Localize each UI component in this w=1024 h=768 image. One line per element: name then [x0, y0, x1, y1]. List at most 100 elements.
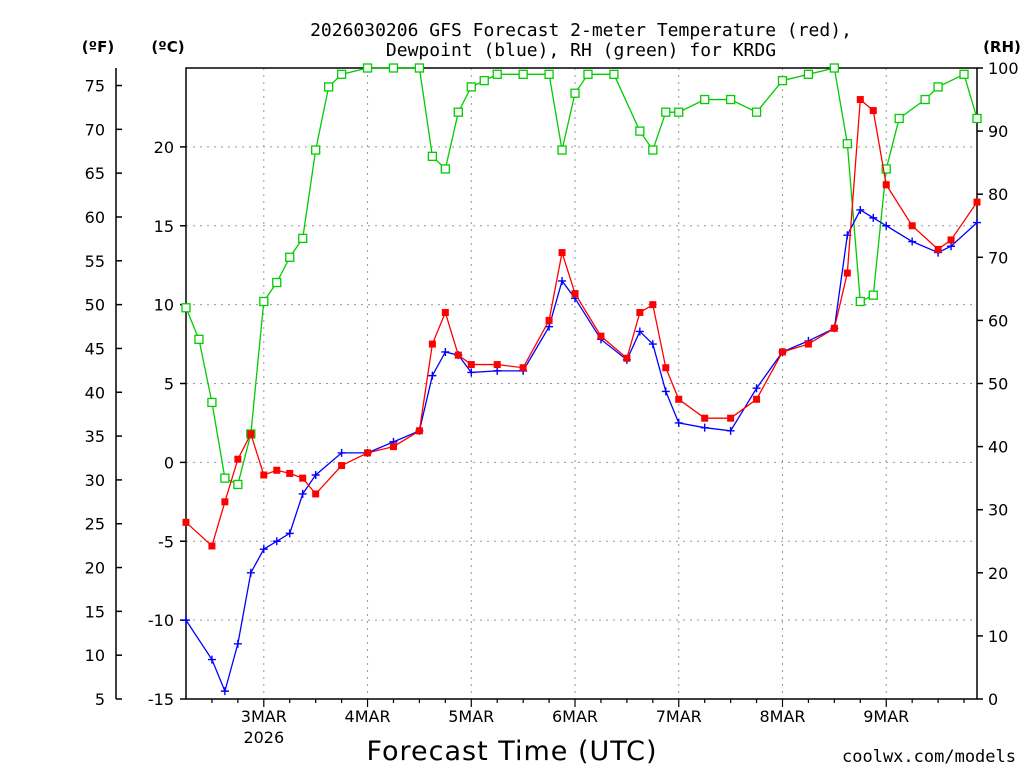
temperature-point [273, 466, 281, 474]
rh-point [881, 164, 891, 174]
rh-point [751, 107, 762, 117]
rh-point [920, 94, 930, 105]
temperature-point [208, 542, 216, 550]
rh-point [868, 290, 878, 300]
temperature-point [493, 361, 501, 369]
temperature-point [623, 354, 631, 362]
rh-point [609, 69, 619, 79]
tick-label-c: -15 [148, 690, 174, 709]
rh-point [336, 69, 347, 79]
rh-point [777, 75, 788, 86]
rh-point [557, 145, 567, 155]
rh-point [311, 145, 321, 155]
credit-link[interactable]: coolwx.com/models [842, 747, 1016, 767]
rh-point [544, 69, 554, 79]
rh-point [518, 69, 528, 79]
tick-label-f: 15 [85, 602, 105, 621]
temperature-point [753, 395, 761, 403]
tick-label-rh: 0 [988, 690, 998, 709]
tick-label-f: 25 [85, 515, 105, 534]
tick-label-c: 15 [154, 217, 174, 236]
temperature-point [454, 351, 462, 359]
tick-label-x: 5MAR [448, 707, 494, 726]
tick-label-f: 45 [85, 339, 105, 358]
tick-label-rh: 70 [988, 248, 1008, 267]
tick-label-f: 70 [85, 120, 105, 139]
temperature-point [415, 427, 423, 435]
rh-point [570, 88, 580, 98]
dewpoint-point [947, 242, 956, 251]
tick-label-c: 5 [164, 375, 174, 394]
dewpoint-point [635, 327, 644, 336]
tick-label-f: 5 [95, 690, 105, 709]
rh-point [427, 151, 438, 161]
rh-point [298, 233, 308, 244]
temperature-point [856, 96, 864, 104]
tick-label-rh: 10 [988, 627, 1008, 646]
rh-point [388, 63, 399, 73]
dewpoint-point [207, 655, 216, 664]
dewpoint-point [259, 545, 268, 554]
dewpoint-point [233, 639, 242, 648]
dewpoint-point [441, 347, 450, 356]
tick-label-x: 6MAR [552, 707, 598, 726]
temperature-point [286, 469, 294, 477]
temperature-point [182, 518, 190, 526]
temperature-point [441, 309, 449, 317]
temperature-point [843, 269, 851, 277]
rh-point [259, 296, 269, 307]
rh-point [233, 479, 243, 490]
dewpoint-point [856, 205, 865, 214]
tick-label-c: 0 [164, 453, 174, 472]
temperature-series [182, 96, 981, 550]
tick-label-x: 9MAR [863, 707, 909, 726]
rh-point [700, 94, 710, 105]
rh-point [492, 69, 502, 79]
temperature-point [675, 395, 683, 403]
dewpoint-point [726, 426, 735, 435]
rh-point [414, 63, 425, 73]
rh-series [181, 63, 982, 490]
gridlines [186, 68, 977, 699]
rh-point [661, 107, 671, 117]
temperature-point [247, 430, 255, 438]
dewpoint-point [674, 418, 683, 427]
temperature-point [519, 364, 527, 372]
tick-label-x: 4MAR [345, 707, 391, 726]
tick-label-rh: 30 [988, 501, 1008, 520]
tick-label-f: 50 [85, 296, 105, 315]
rh-point [285, 252, 295, 262]
tick-label-f: 20 [85, 559, 105, 578]
dewpoint-point [272, 537, 281, 546]
temperature-point [364, 449, 372, 457]
rh-point [803, 69, 814, 79]
chart-title-line2: Dewpoint (blue), RH (green) for KRDG [386, 40, 776, 61]
dewpoint-point [700, 423, 709, 432]
dewpoint-point [311, 470, 320, 479]
rh-point [648, 145, 658, 155]
dewpoint-point [298, 489, 307, 498]
temperature-point [299, 474, 307, 482]
dewpoint-point [973, 218, 981, 227]
dewpoint-point [752, 384, 761, 393]
temperature-point [973, 198, 981, 206]
rh-point [453, 107, 463, 117]
tick-label-c: -5 [158, 532, 174, 551]
temperature-point [830, 324, 838, 332]
dewpoint-point [246, 568, 255, 577]
dewpoint-point [558, 276, 567, 285]
temperature-point [804, 340, 812, 348]
dewpoint-point [493, 366, 502, 375]
temperature-point [338, 462, 346, 470]
temperature-point [908, 222, 916, 230]
rh-point [725, 94, 736, 105]
rh-point [272, 277, 282, 288]
rh-point [959, 69, 969, 79]
tick-label-f: 65 [85, 164, 105, 183]
rh-point [894, 113, 904, 124]
dewpoint-point [467, 368, 476, 377]
dewpoint-point [220, 687, 229, 696]
tick-label-rh: 90 [988, 122, 1008, 141]
tick-label-rh: 80 [988, 185, 1008, 204]
rh-point [583, 69, 593, 79]
